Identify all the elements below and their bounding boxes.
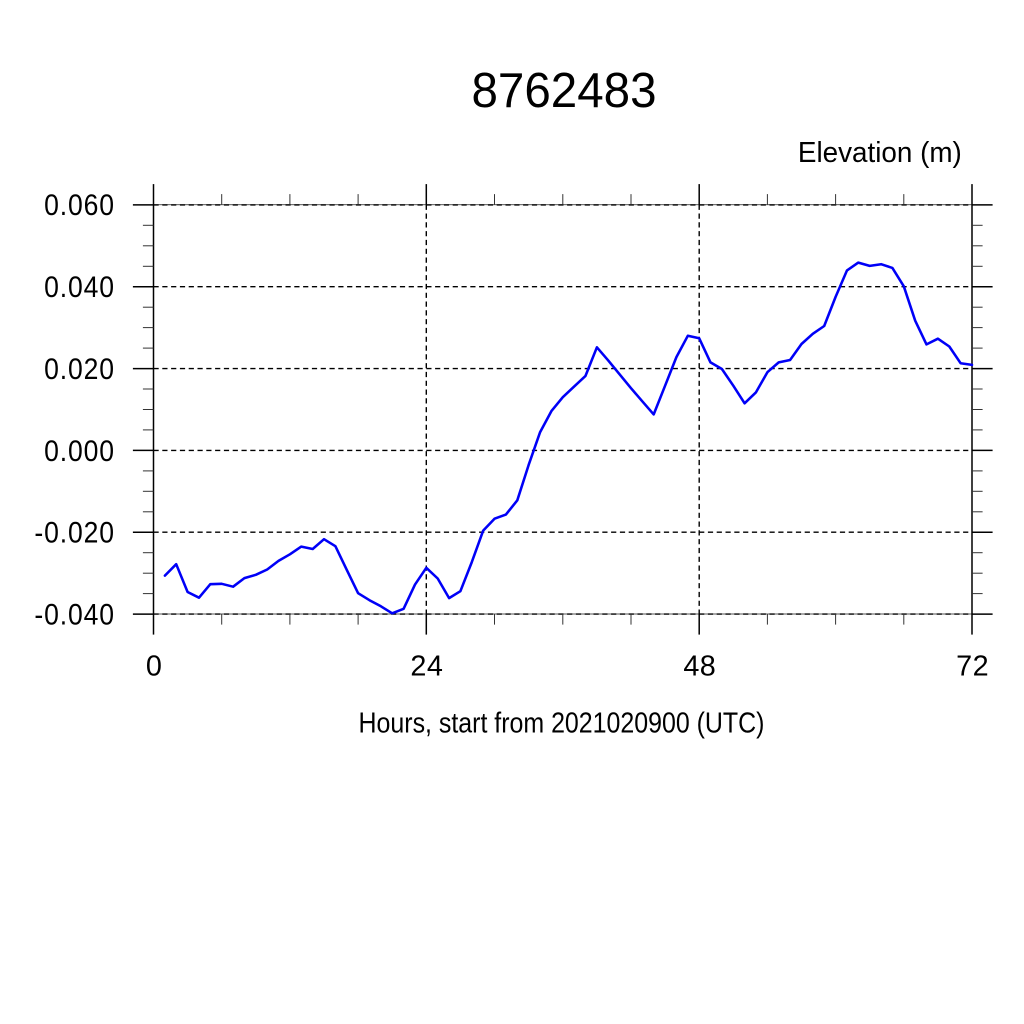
svg-text:72: 72 (956, 651, 989, 683)
svg-text:0.040: 0.040 (44, 271, 115, 303)
svg-text:-0.020: -0.020 (34, 516, 115, 548)
svg-text:Elevation (m): Elevation (m) (798, 136, 962, 169)
svg-text:0.020: 0.020 (44, 353, 115, 385)
svg-text:-0.040: -0.040 (34, 598, 115, 630)
svg-text:0.060: 0.060 (44, 189, 115, 221)
svg-text:0.000: 0.000 (44, 435, 115, 467)
svg-text:8762483: 8762483 (471, 63, 656, 118)
svg-text:24: 24 (410, 651, 443, 683)
svg-text:48: 48 (683, 651, 716, 683)
svg-text:0: 0 (146, 651, 162, 683)
svg-text:Hours, start from 2021020900 (: Hours, start from 2021020900 (UTC) (359, 707, 765, 739)
